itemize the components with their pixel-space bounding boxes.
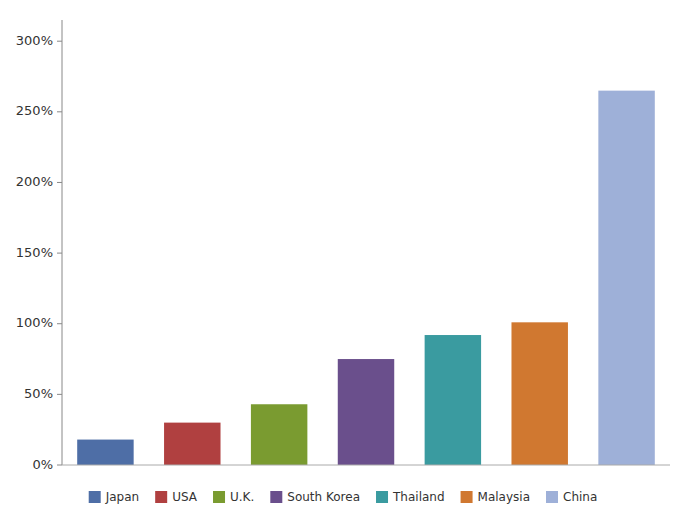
legend-item: China [546,490,597,504]
tick-label: 150% [16,245,53,260]
bar [77,440,133,465]
tick-label: 300% [16,33,53,48]
legend-swatch [376,491,388,503]
legend-label: Malaysia [478,490,530,504]
legend-item: Japan [89,490,139,504]
legend-item: Thailand [376,490,445,504]
legend-label: USA [172,490,198,504]
tick-mark [57,182,62,183]
bar [425,335,481,465]
legend-swatch [461,491,473,503]
bar [511,322,567,465]
tick-mark [57,41,62,42]
legend-label: China [563,490,597,504]
legend-label: Japan [105,490,139,504]
bar [164,423,220,465]
tick-label: 100% [16,315,53,330]
tick-label: 250% [16,103,53,118]
tick-mark [57,253,62,254]
tick-label: 200% [16,174,53,189]
tick-mark [57,323,62,324]
tick-label: 0% [32,457,53,472]
tick-mark [57,394,62,395]
y-axis: 0% 50% 100% 150% 200% 250% 300% [16,20,62,472]
tick-label: 50% [24,386,53,401]
legend-item: U.K. [213,490,254,504]
bar [251,404,307,465]
x-axis-line [62,465,670,466]
legend-swatch [546,491,558,503]
legend-label: U.K. [230,490,254,504]
chart: 0% 50% 100% 150% 200% 250% 300% Japan USA U.K. Sou… [0,0,686,521]
legend-item: South Korea [270,490,360,504]
bar [598,91,654,465]
legend-swatch [270,491,282,503]
bars [77,91,655,465]
legend-swatch [155,491,167,503]
legend-item: USA [155,490,198,504]
legend-swatch [89,491,101,503]
y-axis-line [62,20,63,465]
legend-swatch [213,491,225,503]
legend-label: Thailand [392,490,445,504]
bar [338,359,394,465]
legend: Japan USA U.K. South Korea Thailand Malaysia C… [89,490,598,504]
legend-item: Malaysia [461,490,530,504]
legend-label: South Korea [287,490,360,504]
tick-mark [57,465,62,466]
tick-mark [57,111,62,112]
